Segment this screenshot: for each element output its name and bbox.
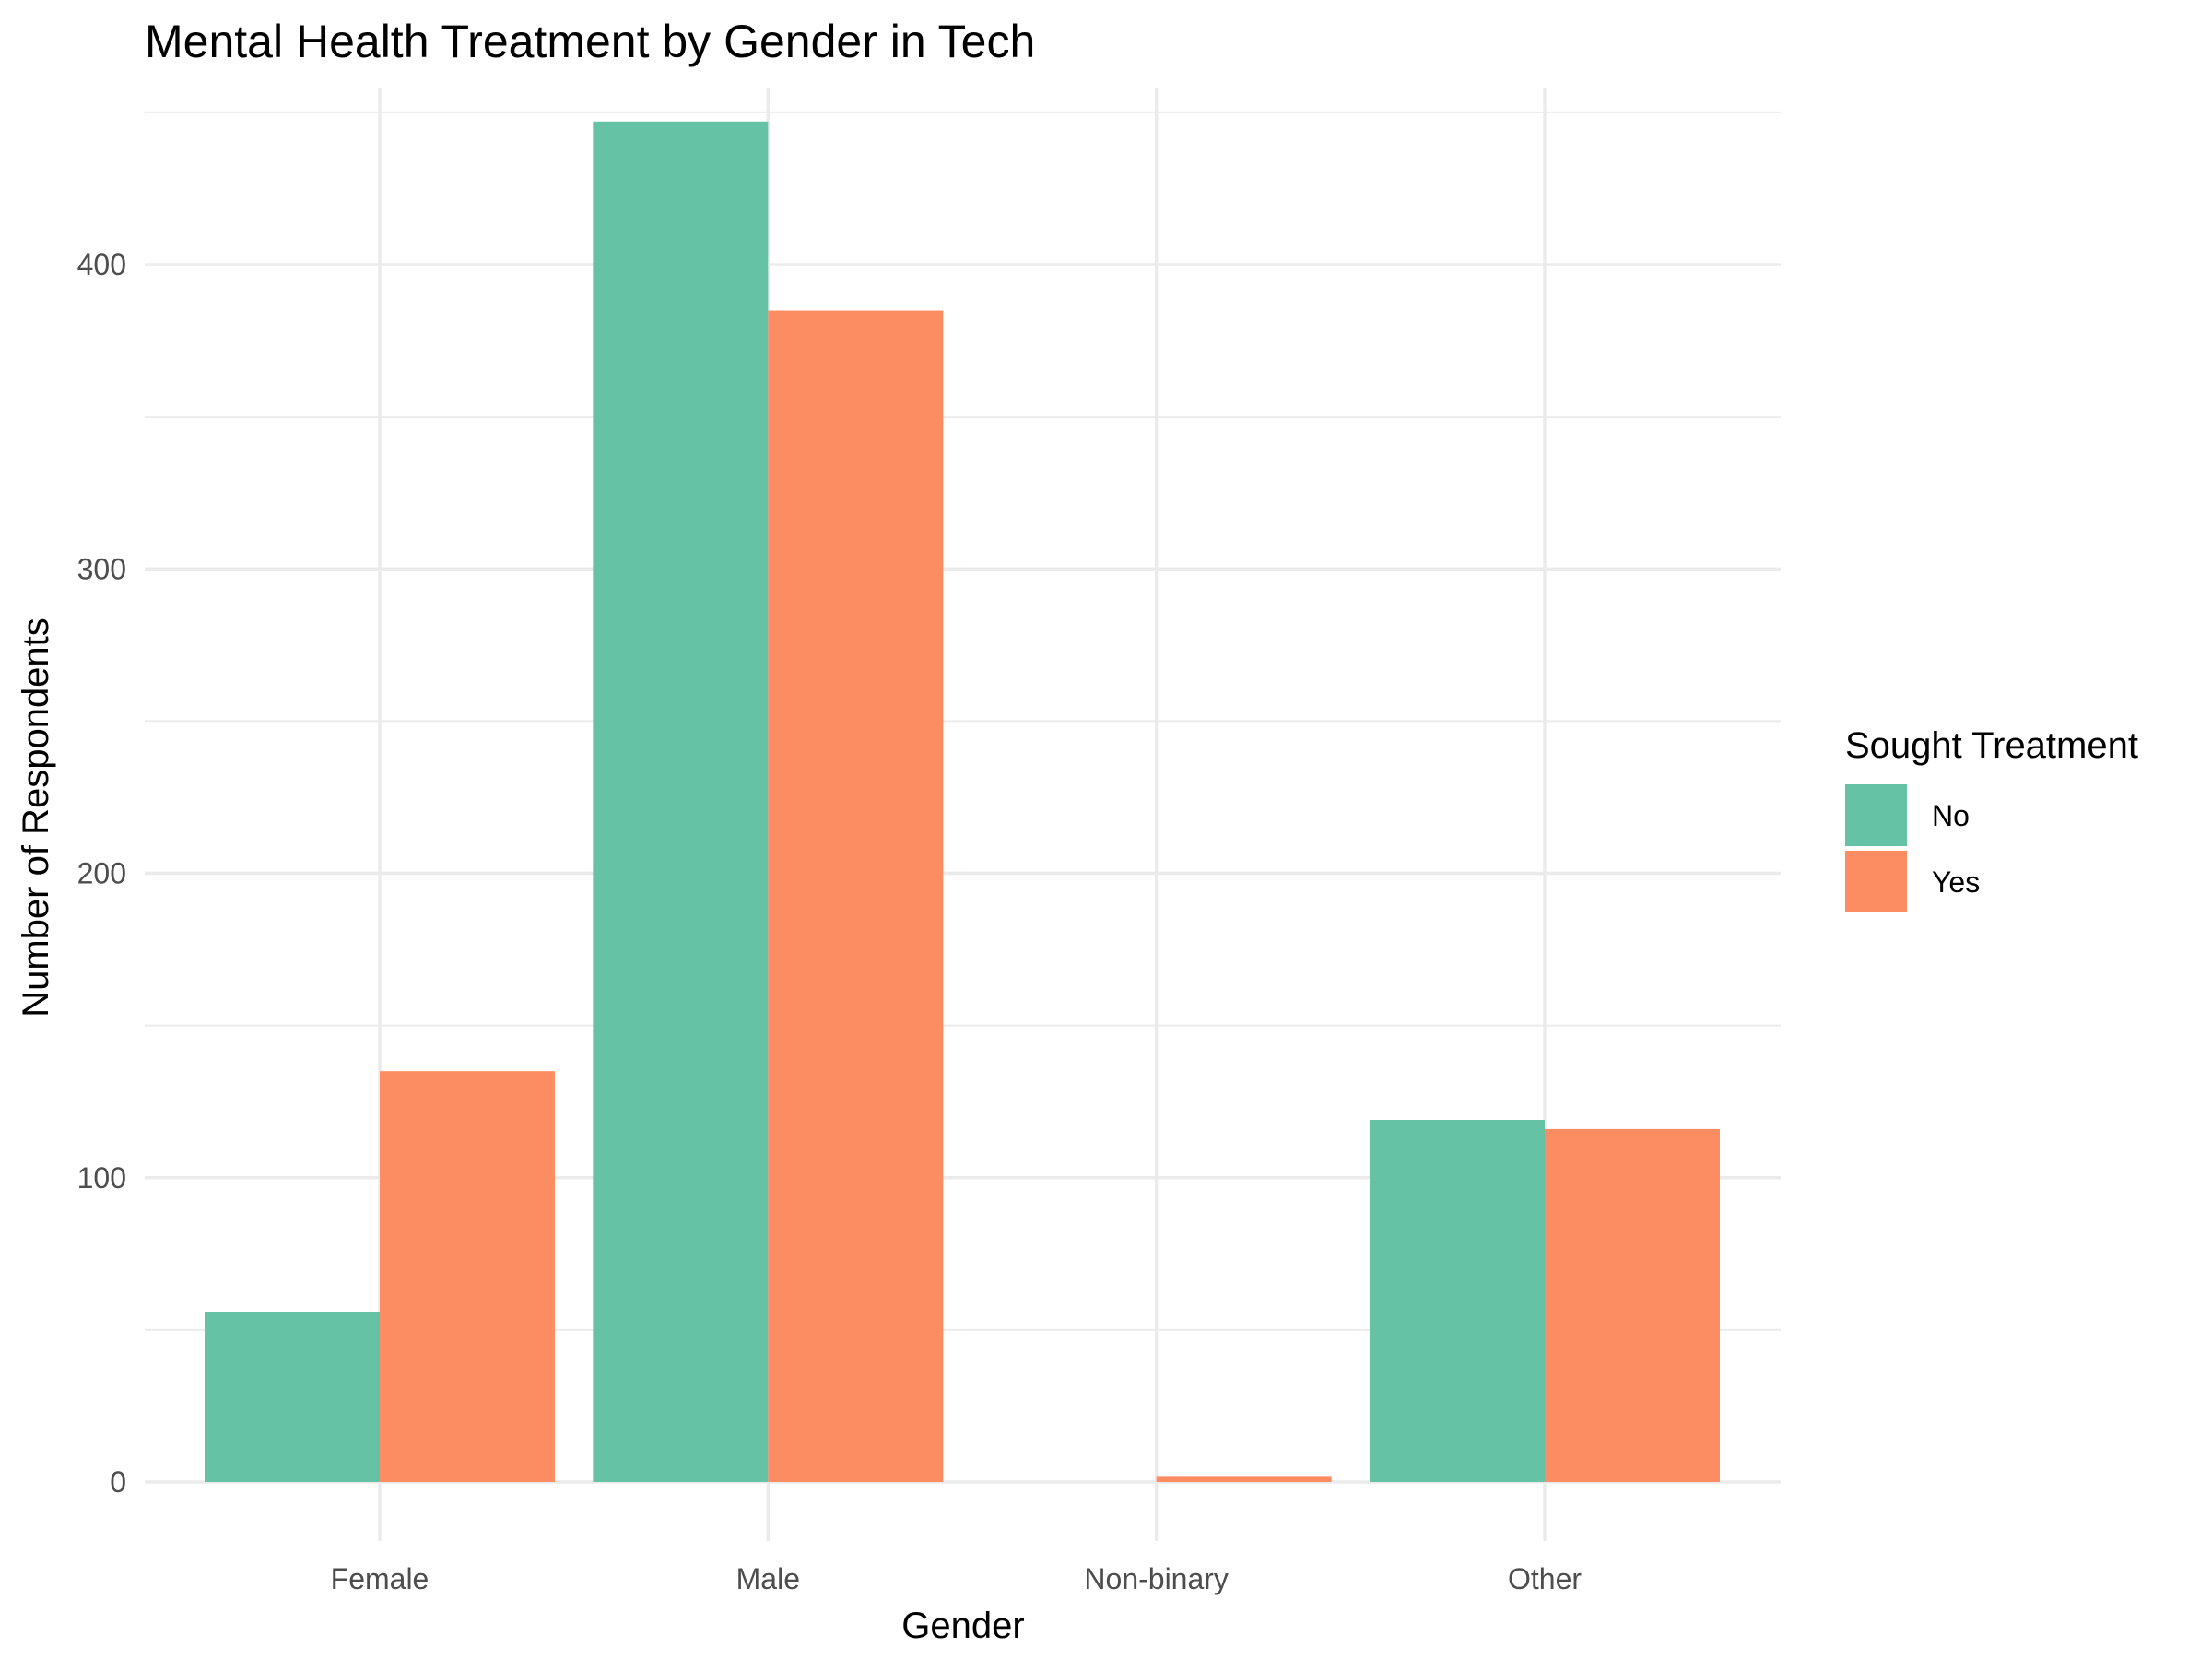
x-tick-label: Non-binary [1084, 1562, 1229, 1595]
x-tick-label: Male [736, 1562, 800, 1595]
legend-key-no [1845, 784, 1907, 846]
y-tick-labels: 0 100 200 300 400 [77, 248, 126, 1499]
legend-title: Sought Treatment [1845, 725, 2138, 766]
y-tick-label: 200 [77, 857, 126, 890]
bar-female-yes [380, 1071, 555, 1482]
bar-other-yes [1545, 1128, 1720, 1482]
bar-male-no [593, 121, 769, 1483]
x-tick-label: Female [331, 1562, 429, 1595]
bar-non-binary-yes [1156, 1476, 1332, 1482]
legend: Sought Treatment No Yes [1845, 725, 2138, 912]
x-tick-labels: Female Male Non-binary Other [331, 1562, 1583, 1595]
bar-male-yes [768, 310, 944, 1483]
chart-title: Mental Health Treatment by Gender in Tec… [145, 16, 1035, 67]
legend-key-yes [1845, 851, 1907, 912]
bar-other-no [1370, 1120, 1545, 1482]
y-tick-label: 0 [110, 1465, 126, 1499]
bars [205, 121, 1720, 1483]
y-axis-title: Number of Respondents [16, 618, 56, 1018]
x-axis-title: Gender [901, 1606, 1024, 1646]
y-tick-label: 100 [77, 1161, 126, 1194]
legend-label-no: No [1932, 799, 1970, 832]
legend-label-yes: Yes [1932, 865, 1980, 899]
y-tick-label: 300 [77, 552, 126, 585]
x-tick-label: Other [1508, 1562, 1582, 1595]
bar-female-no [205, 1312, 380, 1482]
y-tick-label: 400 [77, 248, 126, 281]
